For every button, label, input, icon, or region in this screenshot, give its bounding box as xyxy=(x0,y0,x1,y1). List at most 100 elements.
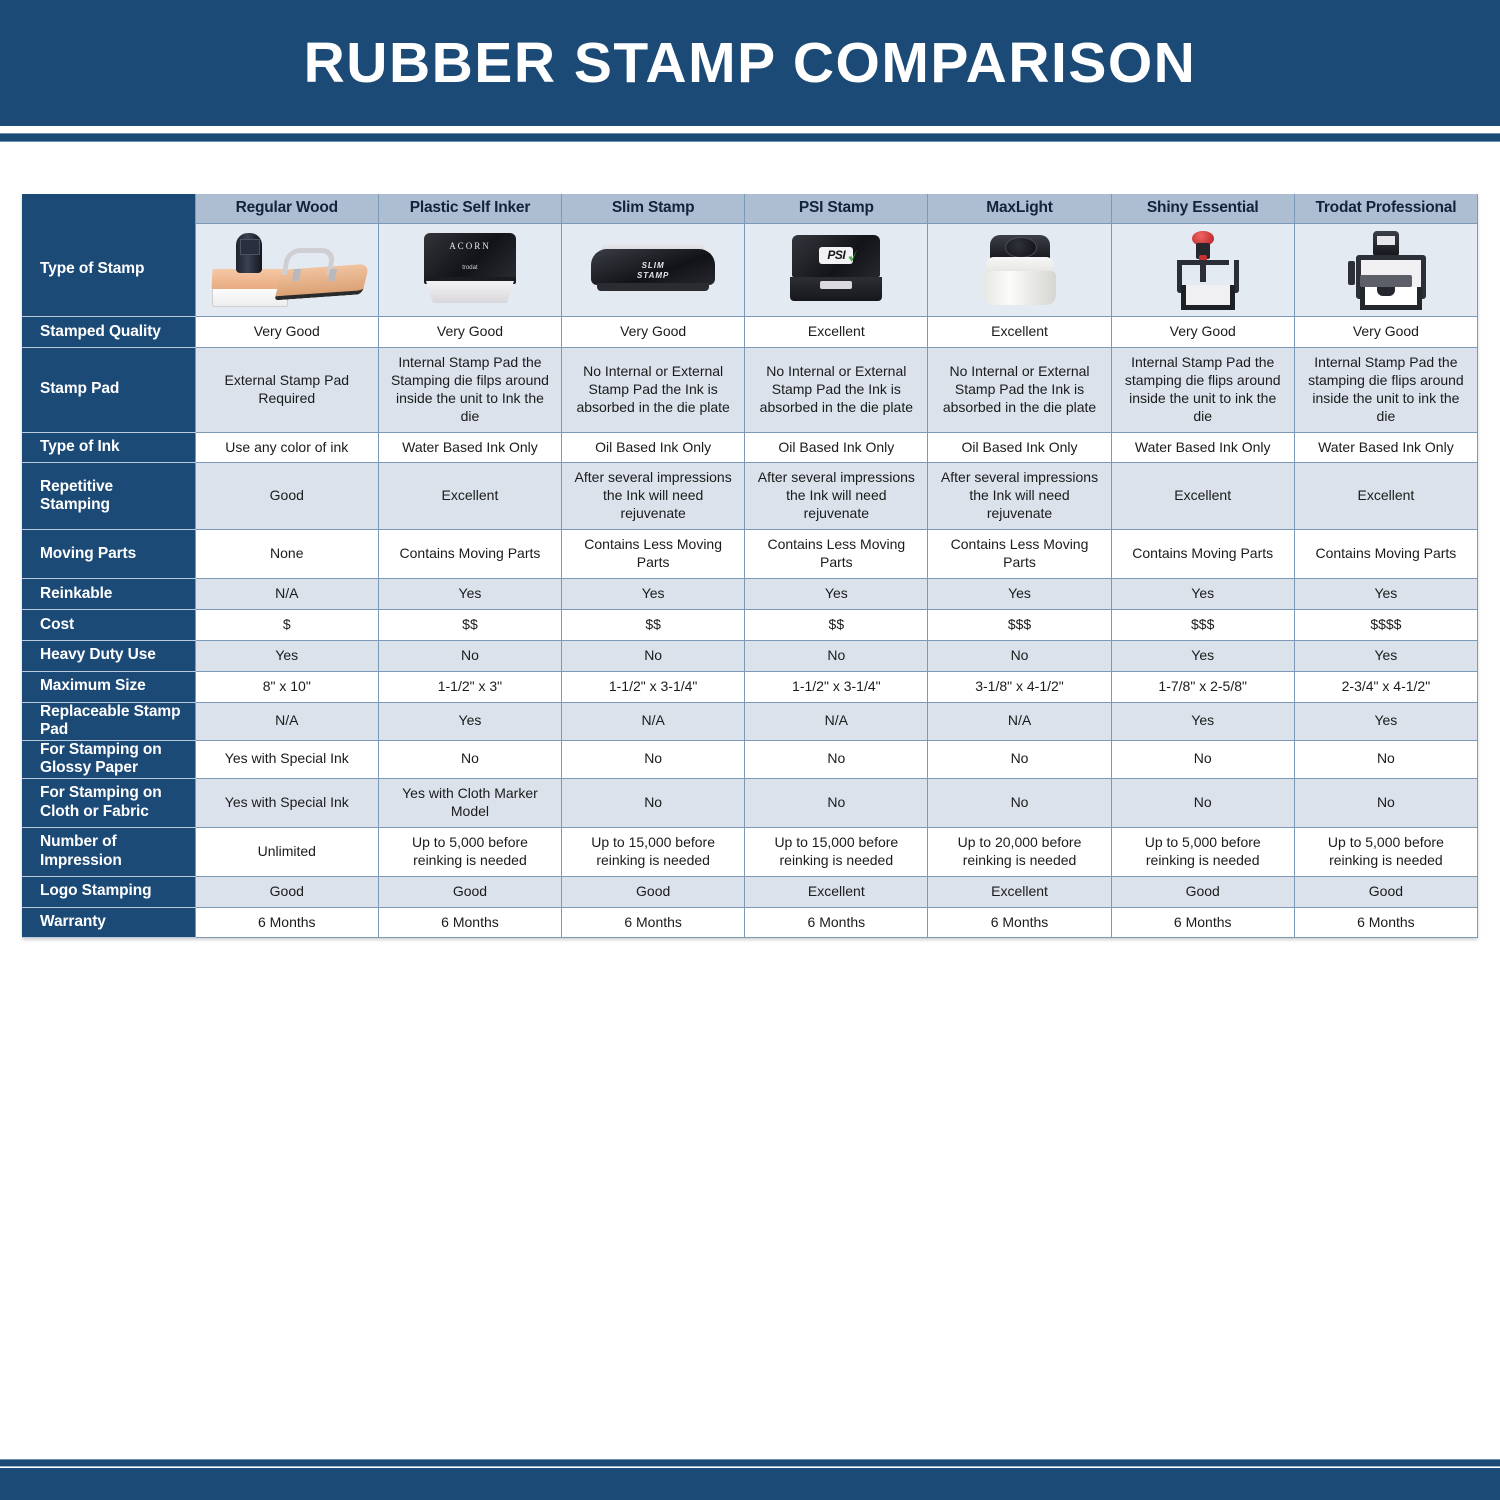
row-label-maximum-size: Maximum Size xyxy=(22,670,196,703)
cell-for-stamping-on-cloth-or-fabric-psi-stamp: No xyxy=(744,777,929,828)
cell-stamped-quality-plastic-self-inker: Very Good xyxy=(377,316,563,348)
cell-stamp-pad-slim-stamp: No Internal or External Stamp Pad the In… xyxy=(561,346,746,433)
cell-repetitive-stamping-trodat-professional: Excellent xyxy=(1293,462,1479,531)
row-label-stamp-pad: Stamp Pad xyxy=(22,346,196,433)
cell-repetitive-stamping-shiny-essential: Excellent xyxy=(1110,462,1295,531)
row-label-number-of-impression: Number of Impression xyxy=(22,826,196,877)
cell-repetitive-stamping-maxlight: After several impressions the Ink will n… xyxy=(927,462,1112,531)
table-row-stamp-pad: Stamp Pad External Stamp Pad Required Inte… xyxy=(22,346,1479,433)
cell-logo-stamping-trodat-professional: Good xyxy=(1293,875,1479,908)
column-header-maxlight[interactable]: MaxLight xyxy=(927,194,1112,224)
cell-number-of-impression-psi-stamp: Up to 15,000 before reinking is needed xyxy=(744,826,929,877)
page-footer-banner xyxy=(0,1468,1500,1500)
cell-stamp-pad-plastic-self-inker: Internal Stamp Pad the Stamping die filp… xyxy=(377,346,563,433)
cell-moving-parts-shiny-essential: Contains Moving Parts xyxy=(1110,529,1295,579)
column-header-regular-wood[interactable]: Regular Wood xyxy=(194,194,379,224)
table-row-repetitive-stamping: Repetitive Stamping Good Excellent After se… xyxy=(22,462,1479,531)
column-header-trodat-professional[interactable]: Trodat Professional xyxy=(1293,194,1479,224)
table-header: Regular Wood Plastic Self Inker Slim Stamp… xyxy=(22,194,1479,224)
row-label-warranty: Warranty xyxy=(22,906,196,939)
cell-heavy-duty-use-shiny-essential: Yes xyxy=(1110,639,1295,672)
row-label-stamped-quality: Stamped Quality xyxy=(22,316,196,348)
cell-cost-plastic-self-inker: $$ xyxy=(377,608,563,641)
table-row-cost: Cost $ $$ $$ $$ $$$ $$$ $$$$ xyxy=(22,608,1479,641)
column-header-slim-stamp[interactable]: Slim Stamp xyxy=(561,194,746,224)
cell-moving-parts-psi-stamp: Contains Less Moving Parts xyxy=(744,529,929,579)
page-title: RUBBER STAMP COMPARISON xyxy=(303,31,1197,95)
cell-for-stamping-on-cloth-or-fabric-maxlight: No xyxy=(927,777,1112,828)
column-header-psi-stamp[interactable]: PSI Stamp xyxy=(744,194,929,224)
cell-moving-parts-trodat-professional: Contains Moving Parts xyxy=(1293,529,1479,579)
table-body: Type of Stamp ACORN trodat SLIM STAMP PSI Sta… xyxy=(22,223,1479,939)
row-label-logo-stamping: Logo Stamping xyxy=(22,875,196,908)
cell-type-of-ink-trodat-professional: Water Based Ink Only xyxy=(1293,431,1479,464)
cell-warranty-slim-stamp: 6 Months xyxy=(561,906,746,939)
cell-stamp-pad-trodat-professional: Internal Stamp Pad the stamping die flip… xyxy=(1293,346,1479,433)
table-row-replaceable-stamp-pad: Replaceable Stamp Pad N/A Yes N/A N/A N/A Yes Y… xyxy=(22,701,1479,741)
cell-for-stamping-on-glossy-paper-maxlight: No xyxy=(927,739,1112,779)
cell-for-stamping-on-cloth-or-fabric-trodat-professional: No xyxy=(1293,777,1479,828)
cell-repetitive-stamping-regular-wood: Good xyxy=(194,462,379,531)
cell-type-of-ink-slim-stamp: Oil Based Ink Only xyxy=(561,431,746,464)
cell-moving-parts-regular-wood: None xyxy=(194,529,379,579)
cell-cost-regular-wood: $ xyxy=(194,608,379,641)
cell-warranty-psi-stamp: 6 Months xyxy=(744,906,929,939)
cell-cost-maxlight: $$$ xyxy=(927,608,1112,641)
cell-moving-parts-slim-stamp: Contains Less Moving Parts xyxy=(561,529,746,579)
cell-type-of-stamp-slim-stamp: SLIM STAMP xyxy=(561,223,746,317)
cell-for-stamping-on-glossy-paper-trodat-professional: No xyxy=(1293,739,1479,779)
cell-for-stamping-on-glossy-paper-slim-stamp: No xyxy=(561,739,746,779)
cell-for-stamping-on-glossy-paper-plastic-self-inker: No xyxy=(377,739,563,779)
cell-stamped-quality-maxlight: Excellent xyxy=(927,316,1112,348)
regular-wood-stamp-icon xyxy=(198,227,376,313)
cell-type-of-ink-regular-wood: Use any color of ink xyxy=(194,431,379,464)
row-label-moving-parts: Moving Parts xyxy=(22,529,196,579)
cell-heavy-duty-use-maxlight: No xyxy=(927,639,1112,672)
cell-maximum-size-plastic-self-inker: 1-1/2" x 3" xyxy=(377,670,563,703)
cell-stamped-quality-slim-stamp: Very Good xyxy=(561,316,746,348)
row-label-reinkable: Reinkable xyxy=(22,577,196,610)
table-row-for-stamping-on-glossy-paper: For Stamping on Glossy Paper Yes with Spe… xyxy=(22,739,1479,779)
cell-number-of-impression-plastic-self-inker: Up to 5,000 before reinking is needed xyxy=(377,826,563,877)
row-label-repetitive-stamping: Repetitive Stamping xyxy=(22,462,196,531)
cell-replaceable-stamp-pad-slim-stamp: N/A xyxy=(561,701,746,741)
cell-heavy-duty-use-regular-wood: Yes xyxy=(194,639,379,672)
rubber-stamp-comparison-table: Regular Wood Plastic Self Inker Slim Stamp… xyxy=(22,194,1479,939)
table-header-row: Regular Wood Plastic Self Inker Slim Stamp… xyxy=(22,194,1479,224)
table-row-logo-stamping: Logo Stamping Good Good Good Excellent Excell… xyxy=(22,875,1479,908)
column-header-plastic-self-inker[interactable]: Plastic Self Inker xyxy=(377,194,563,224)
cell-repetitive-stamping-psi-stamp: After several impressions the Ink will n… xyxy=(744,462,929,531)
cell-for-stamping-on-glossy-paper-psi-stamp: No xyxy=(744,739,929,779)
cell-heavy-duty-use-plastic-self-inker: No xyxy=(377,639,563,672)
cell-type-of-stamp-psi-stamp: PSI xyxy=(744,223,929,317)
psi-stamp-icon: PSI xyxy=(747,227,925,313)
cell-reinkable-slim-stamp: Yes xyxy=(561,577,746,610)
cell-warranty-regular-wood: 6 Months xyxy=(194,906,379,939)
cell-moving-parts-maxlight: Contains Less Moving Parts xyxy=(927,529,1112,579)
cell-heavy-duty-use-trodat-professional: Yes xyxy=(1293,639,1479,672)
cell-warranty-plastic-self-inker: 6 Months xyxy=(377,906,563,939)
row-label-for-stamping-on-cloth-or-fabric: For Stamping on Cloth or Fabric xyxy=(22,777,196,828)
cell-maximum-size-shiny-essential: 1-7/8" x 2-5/8" xyxy=(1110,670,1295,703)
plastic-self-inker-stamp-icon: ACORN trodat xyxy=(381,227,559,313)
row-label-heavy-duty-use: Heavy Duty Use xyxy=(22,639,196,672)
cell-reinkable-plastic-self-inker: Yes xyxy=(377,577,563,610)
cell-heavy-duty-use-slim-stamp: No xyxy=(561,639,746,672)
footer-divider-rule xyxy=(0,1459,1500,1467)
cell-reinkable-shiny-essential: Yes xyxy=(1110,577,1295,610)
cell-number-of-impression-maxlight: Up to 20,000 before reinking is needed xyxy=(927,826,1112,877)
cell-replaceable-stamp-pad-trodat-professional: Yes xyxy=(1293,701,1479,741)
table-row-warranty: Warranty 6 Months 6 Months 6 Months 6 Months… xyxy=(22,906,1479,939)
column-header-shiny-essential[interactable]: Shiny Essential xyxy=(1110,194,1295,224)
cell-maximum-size-maxlight: 3-1/8" x 4-1/2" xyxy=(927,670,1112,703)
table-corner-cell xyxy=(22,194,196,224)
cell-type-of-ink-plastic-self-inker: Water Based Ink Only xyxy=(377,431,563,464)
cell-number-of-impression-slim-stamp: Up to 15,000 before reinking is needed xyxy=(561,826,746,877)
cell-cost-shiny-essential: $$$ xyxy=(1110,608,1295,641)
cell-logo-stamping-plastic-self-inker: Good xyxy=(377,875,563,908)
cell-reinkable-regular-wood: N/A xyxy=(194,577,379,610)
cell-warranty-trodat-professional: 6 Months xyxy=(1293,906,1479,939)
cell-maximum-size-psi-stamp: 1-1/2" x 3-1/4" xyxy=(744,670,929,703)
cell-number-of-impression-regular-wood: Unlimited xyxy=(194,826,379,877)
cell-type-of-stamp-trodat-professional xyxy=(1293,223,1479,317)
